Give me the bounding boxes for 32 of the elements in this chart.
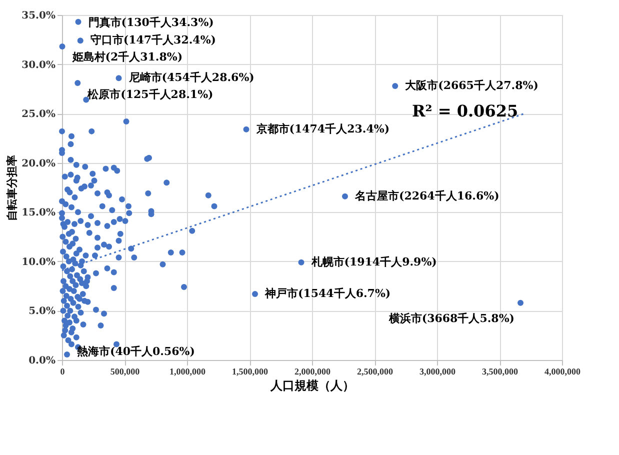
- annotation: 尼崎市(454千人28.6%): [128, 71, 254, 84]
- x-axis-title: 人口規模（人）: [270, 378, 354, 392]
- annotation: 姫島村(2千人31.8%): [71, 50, 183, 64]
- annotation: 神戸市(1544千人6.7%): [264, 286, 391, 300]
- x-tick-label: 1,000,000: [170, 366, 206, 376]
- annotation: 門真市(130千人34.3%): [88, 16, 214, 29]
- x-tick-label: 3,000,000: [420, 366, 456, 376]
- annotation: 松原市(125千人28.1%): [86, 88, 214, 102]
- x-tick-label: 1,500,000: [232, 366, 268, 376]
- annotation: 横浜市(3668千人5.8%): [388, 312, 514, 325]
- x-tick-label: 3,500,000: [482, 366, 518, 376]
- y-tick-label: 25.0%: [22, 109, 56, 120]
- y-tick-label: 0.0%: [28, 356, 56, 366]
- y-axis-title: 自転車分担率: [6, 155, 19, 221]
- y-tick-label: 35.0%: [22, 10, 56, 22]
- x-tick-label: 500,000: [110, 366, 140, 376]
- x-tick-label: 4,000,000: [544, 366, 581, 376]
- annotation: 守口市(147千人32.4%): [90, 34, 216, 47]
- annotation: 京都市(1474千人23.4%): [255, 122, 390, 136]
- y-tick-label: 30.0%: [22, 60, 56, 71]
- annotation: 名古屋市(2264千人16.6%): [354, 189, 500, 202]
- y-tick-label: 20.0%: [22, 158, 56, 170]
- annotation: R² = 0.0625: [412, 102, 518, 121]
- y-tick-label: 10.0%: [22, 256, 56, 268]
- x-tick-label: 2,000,000: [294, 366, 331, 376]
- annotation: 大阪市(2665千人27.8%): [405, 78, 538, 92]
- x-tick-label: 2,500,000: [357, 366, 394, 376]
- y-tick-label: 5.0%: [28, 306, 56, 318]
- annotation: 熱海市(40千人0.56%): [76, 345, 195, 358]
- annotation: 札幌市(1914千人9.9%): [310, 255, 437, 268]
- y-tick-label: 15.0%: [22, 208, 56, 219]
- x-tick-label: 0: [60, 366, 66, 376]
